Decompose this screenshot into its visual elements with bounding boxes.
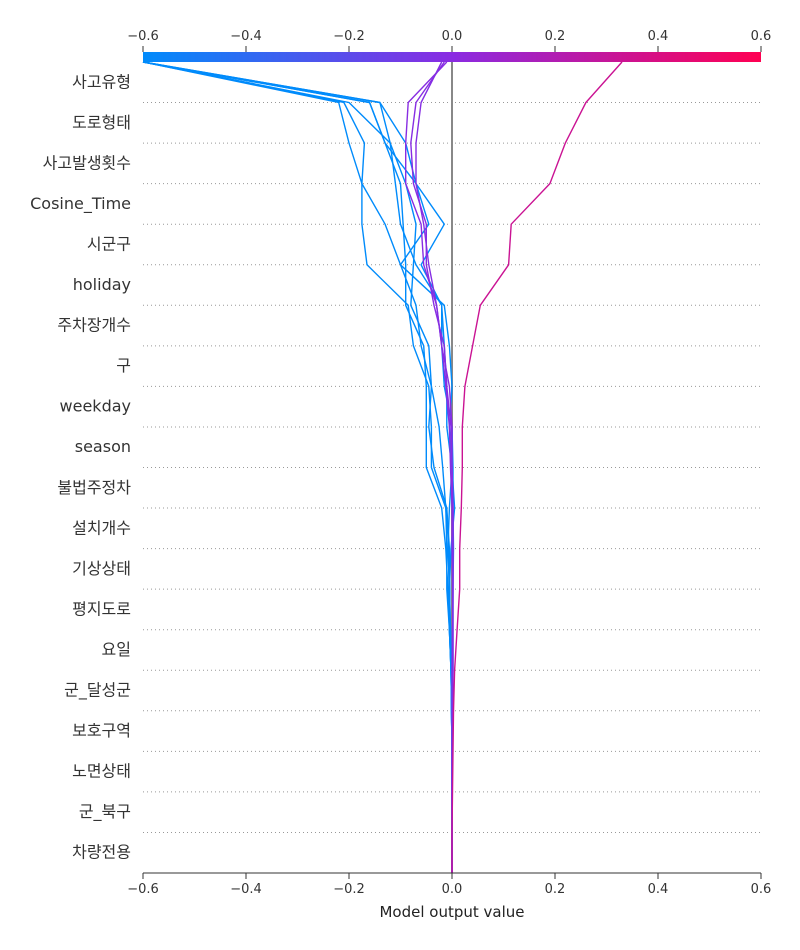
feature-label: 구: [116, 356, 131, 375]
feature-label: 노면상태: [72, 762, 131, 781]
feature-label: 사고발생횟수: [43, 153, 131, 172]
decision-line-7: [142, 61, 455, 873]
top-tick-label: −0.6: [127, 29, 159, 44]
bottom-tick-label: −0.6: [127, 882, 159, 897]
feature-label: 주차장개수: [57, 316, 131, 335]
feature-label: 군_달성군: [64, 681, 131, 701]
x-axis-ticks: −0.6 −0.4 −0.2 0.0 0.2 0.4 0.6: [127, 873, 771, 897]
top-tick-label: −0.4: [230, 29, 262, 44]
bottom-tick-label: 0.4: [648, 882, 669, 897]
top-tick-label: 0.0: [442, 29, 463, 44]
feature-label: weekday: [60, 397, 131, 416]
feature-label: 설치개수: [72, 518, 131, 537]
bottom-tick-label: −0.2: [333, 882, 365, 897]
bottom-tick-label: −0.4: [230, 882, 262, 897]
top-tick-label: −0.2: [333, 29, 365, 44]
decision-line-11: [451, 61, 623, 873]
colorbar: [143, 52, 761, 62]
top-tick-label: 0.2: [545, 29, 566, 44]
feature-label: 군_북구: [79, 802, 131, 822]
feature-label: 시군구: [87, 234, 131, 253]
feature-label: 평지도로: [72, 599, 131, 618]
bottom-tick-label: 0.6: [751, 882, 772, 897]
feature-label: 사고유형: [72, 72, 131, 91]
feature-label: holiday: [73, 275, 131, 294]
feature-label: Cosine_Time: [30, 194, 131, 214]
top-tick-label: 0.6: [751, 29, 772, 44]
colorbar-ticks: −0.6 −0.4 −0.2 0.0 0.2 0.4 0.6: [127, 29, 771, 52]
feature-label: 차량전용: [72, 843, 131, 862]
feature-label: 불법주정차: [57, 478, 131, 497]
x-axis-label: Model output value: [379, 903, 524, 921]
top-tick-label: 0.4: [648, 29, 669, 44]
feature-label: 요일: [102, 640, 131, 659]
feature-label: 도로형태: [72, 113, 131, 132]
feature-label: season: [75, 437, 131, 456]
decision-lines: [142, 61, 623, 873]
feature-label: 보호구역: [72, 721, 131, 740]
decision-line-10: [415, 61, 454, 873]
bottom-tick-label: 0.2: [545, 882, 566, 897]
bottom-tick-label: 0.0: [442, 882, 463, 897]
feature-label: 기상상태: [72, 559, 131, 578]
